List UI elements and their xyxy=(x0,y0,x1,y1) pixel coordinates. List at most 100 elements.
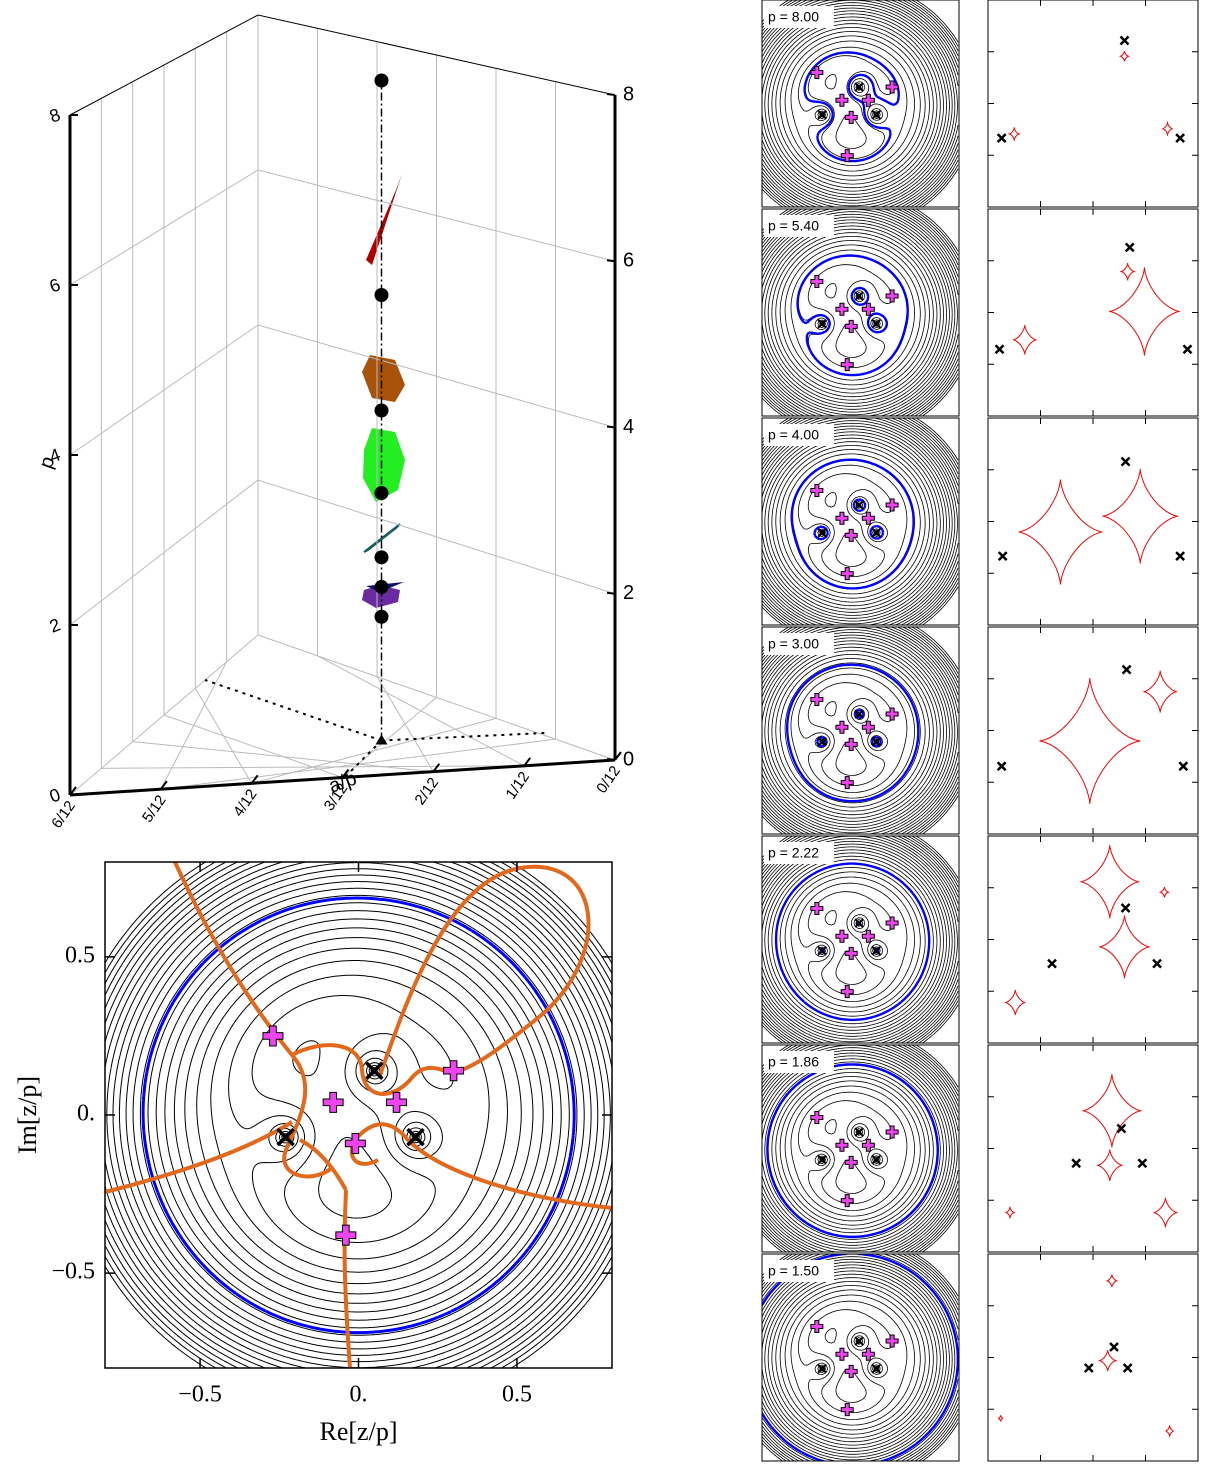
contour-line xyxy=(762,428,947,619)
image-marker xyxy=(844,528,858,542)
image-marker xyxy=(844,1155,858,1169)
image-marker xyxy=(885,916,899,930)
point xyxy=(374,288,389,302)
y-tick-label: 0 xyxy=(623,748,634,770)
image-marker xyxy=(885,707,899,721)
image-marker xyxy=(344,1132,366,1154)
image-marker xyxy=(262,1025,284,1047)
contour-line xyxy=(797,46,908,166)
contour-line xyxy=(762,209,959,416)
image-marker xyxy=(861,720,875,734)
panel-label: p = 1.50 xyxy=(768,1263,819,1279)
caustic xyxy=(1005,1206,1016,1220)
lens-marker xyxy=(1175,133,1186,144)
contour-line xyxy=(762,1049,953,1252)
caustic xyxy=(1099,915,1150,979)
image-marker xyxy=(885,498,899,512)
image-marker xyxy=(810,1111,824,1124)
lens-marker xyxy=(1109,1342,1119,1352)
blob xyxy=(366,174,402,265)
image-marker xyxy=(810,66,824,79)
guide-dots xyxy=(381,732,546,742)
contour-line xyxy=(105,862,612,1368)
point xyxy=(374,609,389,624)
panel-label: p = 8.00 xyxy=(768,9,819,25)
image-marker xyxy=(861,929,875,943)
image-marker xyxy=(861,1347,875,1361)
contour-line xyxy=(762,1258,953,1461)
image-marker xyxy=(840,1403,854,1417)
lens-marker xyxy=(871,737,881,747)
contour-line xyxy=(762,631,953,834)
x-tick-label: 0.5 xyxy=(502,1382,532,1408)
contour-line xyxy=(147,902,570,1329)
contour-line xyxy=(771,441,934,607)
caustic xyxy=(1153,1197,1178,1228)
panel-frame xyxy=(761,1044,960,1253)
caustic xyxy=(1165,1425,1174,1438)
x-tick xyxy=(614,751,622,761)
markers xyxy=(262,1025,465,1246)
contour-line xyxy=(125,881,592,1350)
image-marker xyxy=(810,484,824,497)
label-bg xyxy=(764,1260,834,1282)
x-tick-label: 4/12 xyxy=(230,786,261,820)
contour-line xyxy=(762,1254,958,1461)
contour-line xyxy=(105,862,612,1368)
grid-line xyxy=(69,14,616,116)
caustic xyxy=(1106,1274,1118,1288)
orange-curve xyxy=(291,1043,453,1096)
contour-line xyxy=(762,209,959,416)
contour-line xyxy=(762,627,958,834)
base-marker xyxy=(375,734,388,745)
image-marker xyxy=(844,946,858,960)
contour-line xyxy=(790,249,915,381)
contour-line xyxy=(771,650,934,816)
contour-line xyxy=(105,862,612,1368)
blue-contour xyxy=(790,458,915,590)
contour-line xyxy=(771,23,934,189)
panel-label: p = 2.22 xyxy=(768,845,819,861)
x-tick xyxy=(432,763,441,773)
image-marker xyxy=(835,1138,849,1152)
point xyxy=(374,403,389,418)
blob xyxy=(362,355,405,402)
contour-line xyxy=(762,629,956,834)
contour-line xyxy=(790,1085,915,1217)
caustic xyxy=(1013,324,1037,355)
contour-line xyxy=(775,654,930,812)
image-marker xyxy=(835,511,849,525)
panel-frame xyxy=(987,835,1199,1044)
orange-curve xyxy=(342,1189,352,1368)
lens-marker xyxy=(1120,903,1131,913)
grid-line xyxy=(69,634,616,796)
y-tick-label: 0.5 xyxy=(65,942,95,968)
grid-line xyxy=(69,479,616,626)
contour-line xyxy=(762,1055,947,1246)
contour-line xyxy=(139,894,578,1336)
image-marker xyxy=(885,1334,899,1348)
label-bg xyxy=(764,842,834,864)
contour-line xyxy=(762,846,947,1037)
contour-line xyxy=(112,868,605,1363)
caustic xyxy=(1097,1149,1123,1181)
panel-label: p = 5.40 xyxy=(768,218,819,234)
x-tick-label: 0/12 xyxy=(593,763,624,797)
caustic xyxy=(1018,479,1103,585)
contour-line xyxy=(762,0,959,207)
contour-line xyxy=(790,40,915,172)
y-tick-label: −0.5 xyxy=(51,1259,95,1285)
point xyxy=(374,580,389,595)
y-tick-label: 2 xyxy=(623,582,634,604)
contour-line xyxy=(775,445,930,603)
contour-panel xyxy=(762,836,959,1043)
x-tick-label: −0.5 xyxy=(178,1382,222,1408)
contour-line xyxy=(105,862,612,1368)
contour-line xyxy=(797,1300,908,1420)
contour-line xyxy=(762,2,956,207)
orange-curve xyxy=(299,1138,348,1191)
3d-blobs xyxy=(362,174,405,608)
image-marker xyxy=(810,1320,824,1333)
